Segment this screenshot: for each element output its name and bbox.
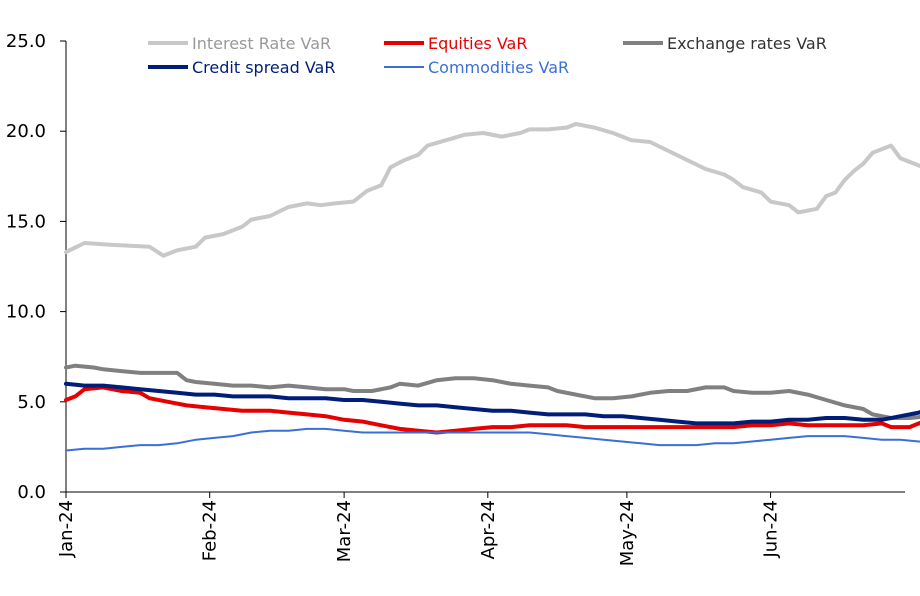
legend-label: Credit spread VaR	[192, 58, 335, 77]
y-tick-label: 5.0	[17, 392, 46, 413]
y-tick-label: 25.0	[6, 31, 46, 52]
x-tick-label: Feb-24	[200, 500, 221, 561]
x-tick-label: Mar-24	[334, 500, 355, 562]
series-line-interest-rate-var	[64, 122, 920, 258]
x-tick-label: Apr-24	[478, 500, 499, 559]
y-tick-label: 20.0	[6, 121, 46, 142]
series-line-exchange-rates-var	[64, 363, 920, 420]
x-tick-label: May-24	[617, 500, 638, 566]
legend-label: Equities VaR	[428, 34, 527, 53]
y-tick-label: 0.0	[17, 482, 46, 503]
series-line-commodities-var	[65, 427, 920, 452]
y-tick-label: 15.0	[6, 211, 46, 232]
x-tick-label: Jan-24	[56, 500, 77, 558]
legend-label: Exchange rates VaR	[667, 34, 827, 53]
legend-label: Interest Rate VaR	[192, 34, 331, 53]
series-layer	[64, 122, 920, 452]
series-line-credit-spread-var	[64, 381, 920, 426]
chart-axes: 0.0 5.0 10.0 15.0 20.0 25.0 Jan-24 Feb-24 Mar-24…	[6, 31, 905, 566]
legend: Interest Rate VaR Equities VaR Exchange ra…	[148, 34, 827, 77]
legend-label: Commodities VaR	[428, 58, 569, 77]
x-tick-label: Jun-24	[761, 500, 782, 559]
series-line-equities-var	[64, 385, 920, 435]
y-tick-label: 10.0	[6, 302, 46, 323]
